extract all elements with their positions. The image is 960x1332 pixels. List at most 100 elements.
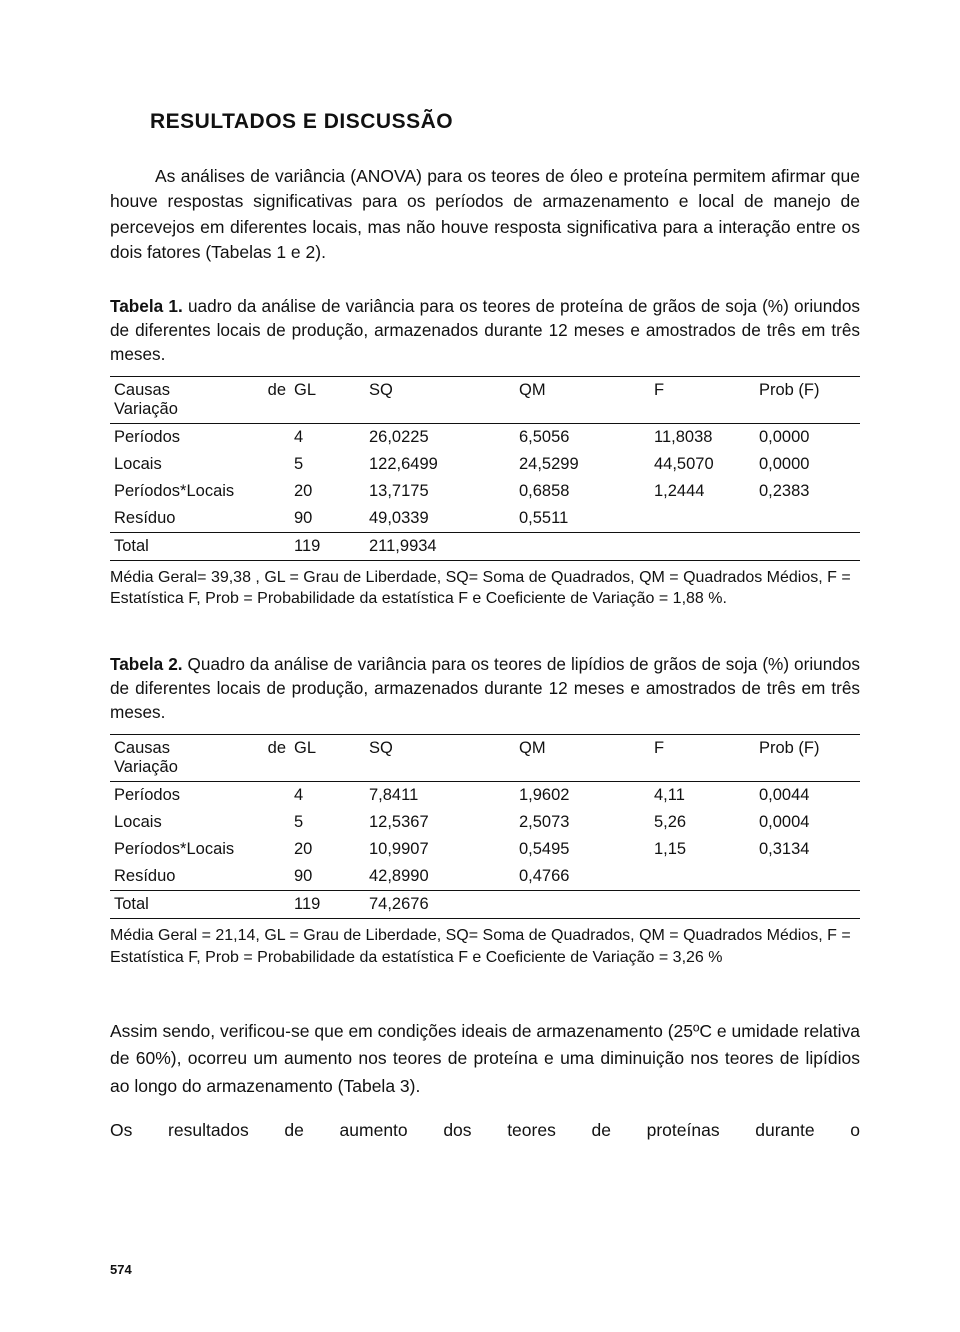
cell: 0,2383 [755, 478, 860, 505]
table1-col-p: Prob (F) [755, 376, 860, 423]
table1-caption-lead: Tabela 1. [110, 296, 183, 316]
table-row: Períodos 4 26,0225 6,5056 11,8038 0,0000 [110, 423, 860, 451]
table-row: Períodos*Locais 20 10,9907 0,5495 1,15 0… [110, 836, 860, 863]
cell: 6,5056 [515, 423, 650, 451]
hdr-src-de: de [268, 381, 286, 400]
cell: 0,0000 [755, 451, 860, 478]
cell: 211,9934 [365, 532, 515, 560]
cell: 4 [290, 423, 365, 451]
cell: 10,9907 [365, 836, 515, 863]
cell: 0,3134 [755, 836, 860, 863]
cell: 74,2676 [365, 891, 515, 919]
cell: 7,8411 [365, 782, 515, 810]
cell: 4,11 [650, 782, 755, 810]
table2-col-p: Prob (F) [755, 735, 860, 782]
table-row: Locais 5 12,5367 2,5073 5,26 0,0004 [110, 809, 860, 836]
cell: 5,26 [650, 809, 755, 836]
cell: 1,9602 [515, 782, 650, 810]
intro-paragraph: As análises de variância (ANOVA) para os… [110, 164, 860, 266]
cell: 13,7175 [365, 478, 515, 505]
cell [650, 863, 755, 891]
cell: Resíduo [110, 505, 290, 533]
closing-paragraph: Assim sendo, verificou-se que em condiçõ… [110, 1018, 860, 1099]
table1-anova: Causas de Variação GL SQ QM F Prob (F) P… [110, 376, 860, 561]
cell [650, 891, 755, 919]
cell: 1,15 [650, 836, 755, 863]
table2-caption-lead: Tabela 2. [110, 654, 183, 674]
table-row: Períodos 4 7,8411 1,9602 4,11 0,0044 [110, 782, 860, 810]
hdr-src-l2: Variação [114, 400, 178, 418]
cell: 119 [290, 891, 365, 919]
table1-caption-text: uadro da análise de variância para os te… [110, 296, 860, 364]
cell: Locais [110, 809, 290, 836]
page-number: 574 [110, 1262, 132, 1277]
cell: 0,6858 [515, 478, 650, 505]
cell: 90 [290, 863, 365, 891]
table-header-row: Causas de Variação GL SQ QM F Prob (F) [110, 735, 860, 782]
cell [755, 863, 860, 891]
cell: 42,8990 [365, 863, 515, 891]
cell: 49,0339 [365, 505, 515, 533]
cell: Períodos*Locais [110, 478, 290, 505]
table-total-row: Total 119 74,2676 [110, 891, 860, 919]
section-title: RESULTADOS E DISCUSSÃO [150, 110, 860, 134]
table-total-row: Total 119 211,9934 [110, 532, 860, 560]
table1-caption: Tabela 1. uadro da análise de variância … [110, 294, 860, 366]
cell: Períodos [110, 782, 290, 810]
cell: 0,5511 [515, 505, 650, 533]
table2-col-sq: SQ [365, 735, 515, 782]
intro-text: As análises de variância (ANOVA) para os… [110, 166, 860, 262]
cell: 24,5299 [515, 451, 650, 478]
cell: 90 [290, 505, 365, 533]
table1-col-qm: QM [515, 376, 650, 423]
closing-text-2: Os resultados de aumento dos teores de p… [110, 1120, 860, 1140]
table2-caption: Tabela 2. Quadro da análise de variância… [110, 652, 860, 724]
table1-col-sq: SQ [365, 376, 515, 423]
cell: Total [110, 532, 290, 560]
cell [515, 532, 650, 560]
hdr-src-l2: Variação [114, 758, 178, 776]
table2-caption-text: Quadro da análise de variância para os t… [110, 654, 860, 722]
cell: 11,8038 [650, 423, 755, 451]
cell: 0,0044 [755, 782, 860, 810]
cell: 26,0225 [365, 423, 515, 451]
cell: 5 [290, 809, 365, 836]
cell: 20 [290, 836, 365, 863]
cell: 0,0004 [755, 809, 860, 836]
cell: 0,4766 [515, 863, 650, 891]
cell: 20 [290, 478, 365, 505]
cell: 0,0000 [755, 423, 860, 451]
cell: Resíduo [110, 863, 290, 891]
cell: 44,5070 [650, 451, 755, 478]
cell [755, 532, 860, 560]
closing-text-1: Assim sendo, verificou-se que em condiçõ… [110, 1021, 860, 1095]
table-row: Períodos*Locais 20 13,7175 0,6858 1,2444… [110, 478, 860, 505]
cell [515, 891, 650, 919]
cell: 1,2444 [650, 478, 755, 505]
hdr-src-de: de [268, 739, 286, 758]
table1-footnote: Média Geral= 39,38 , GL = Grau de Liberd… [110, 567, 860, 610]
table2-footnote: Média Geral = 21,14, GL = Grau de Liberd… [110, 925, 860, 968]
cell: 0,5495 [515, 836, 650, 863]
table1-col-source: Causas de Variação [110, 376, 290, 423]
cell [650, 505, 755, 533]
document-page: RESULTADOS E DISCUSSÃO As análises de va… [0, 0, 960, 1332]
cell [755, 891, 860, 919]
cell: 4 [290, 782, 365, 810]
cell [755, 505, 860, 533]
cell: Períodos [110, 423, 290, 451]
hdr-src-l1: Causas [114, 739, 170, 757]
cell: 12,5367 [365, 809, 515, 836]
cell: 2,5073 [515, 809, 650, 836]
table2-col-gl: GL [290, 735, 365, 782]
cell: 119 [290, 532, 365, 560]
cell: Períodos*Locais [110, 836, 290, 863]
hdr-src-l1: Causas [114, 381, 170, 399]
table2-col-qm: QM [515, 735, 650, 782]
table2-anova: Causas de Variação GL SQ QM F Prob (F) P… [110, 734, 860, 919]
cell [650, 532, 755, 560]
table-row: Locais 5 122,6499 24,5299 44,5070 0,0000 [110, 451, 860, 478]
table2-col-f: F [650, 735, 755, 782]
table-row: Resíduo 90 49,0339 0,5511 [110, 505, 860, 533]
cell: Locais [110, 451, 290, 478]
